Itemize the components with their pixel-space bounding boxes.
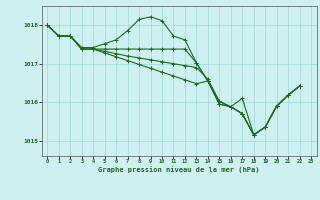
X-axis label: Graphe pression niveau de la mer (hPa): Graphe pression niveau de la mer (hPa)	[99, 166, 260, 173]
